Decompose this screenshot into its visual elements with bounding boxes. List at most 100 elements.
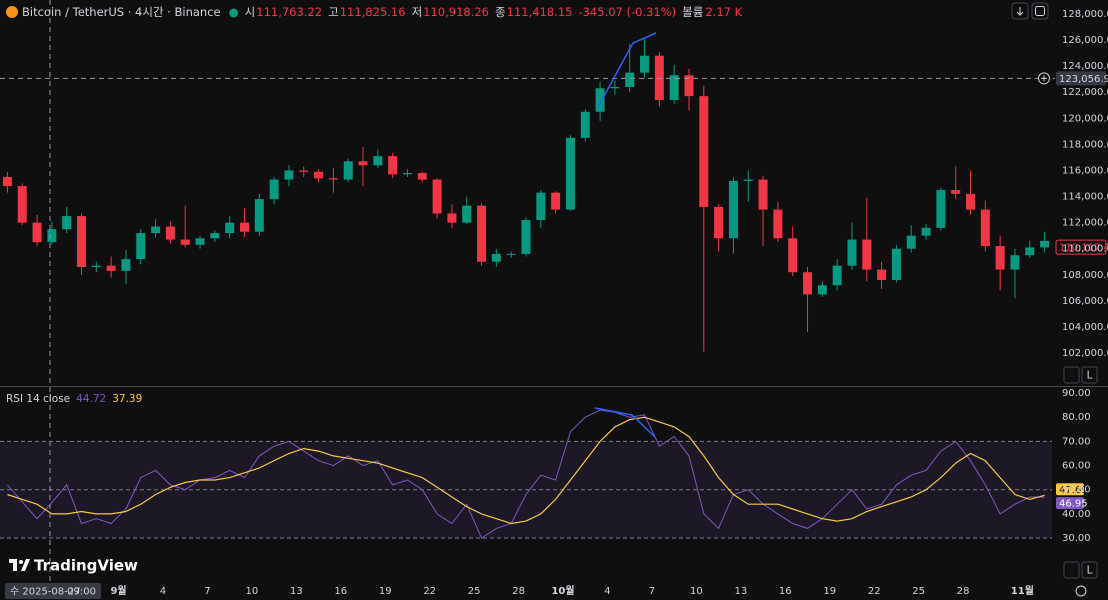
logo-text: TradingView: [34, 557, 138, 575]
candle-body: [121, 259, 131, 271]
last-price-label: 110,117.48: [1059, 243, 1108, 254]
add-alert-icon: [1041, 75, 1047, 82]
x-tick-label: 4: [160, 586, 166, 597]
candles-layer: [2, 37, 1050, 352]
x-tick-label: 16: [779, 586, 792, 597]
market-status: ●: [229, 5, 239, 19]
candle-body: [17, 186, 27, 223]
candle-body: [699, 96, 709, 207]
logo: TradingView: [9, 557, 138, 575]
auto-button[interactable]: [1063, 561, 1080, 579]
rsi-tick-label: 80.00: [1062, 412, 1091, 423]
candle-body: [521, 220, 531, 254]
ohlc-value: 110,918.26: [423, 5, 489, 19]
candle-body: [803, 272, 813, 295]
candle-body: [980, 209, 990, 247]
candle-body: [462, 205, 472, 223]
rsi-line: [7, 409, 1045, 539]
candle-body: [225, 222, 235, 234]
candle-body: [432, 179, 442, 214]
y-tick-label: 120,000.00: [1062, 113, 1108, 124]
candle-body: [669, 75, 679, 101]
rsi-tick-label: 70.00: [1062, 436, 1091, 447]
candle-body: [151, 226, 161, 234]
candle-body: [62, 216, 72, 230]
rsi-ma-legend-value: 37.39: [112, 393, 142, 405]
x-tick-label: 13: [734, 586, 747, 597]
x-tick-label: 7: [649, 586, 655, 597]
x-tick-label: 10: [246, 586, 259, 597]
download-icon: [1016, 7, 1024, 16]
x-tick-label: 10: [690, 586, 703, 597]
candle-body: [1025, 247, 1035, 256]
change-value: -345.07 (-0.31%): [578, 5, 676, 19]
candle-body: [373, 156, 383, 166]
candle-body: [862, 239, 872, 270]
candle-body: [580, 111, 590, 138]
x-tick-label: 19: [379, 586, 392, 597]
x-tick-label: 10월: [551, 585, 574, 597]
rsi-legend-value: 44.72: [76, 393, 106, 405]
rsi-title: RSI 14 close: [6, 393, 70, 405]
chart-title: Bitcoin / TetherUS · 4시간 · Binance: [22, 5, 221, 19]
x-tick-label: 9월: [110, 585, 126, 597]
rsi-tick-label: 60.00: [1062, 461, 1091, 472]
volume-value: 2.17 K: [705, 5, 742, 19]
last-value-box: [1056, 483, 1084, 496]
y-tick-label: 104,000.00: [1062, 322, 1108, 333]
y-tick-label: 116,000.00: [1062, 165, 1108, 176]
y-tick-label: 118,000.00: [1062, 139, 1108, 150]
candle-body: [195, 238, 205, 245]
y-tick-label: 126,000.00: [1062, 35, 1108, 46]
crosshair-time-label: 09:00: [67, 587, 96, 598]
last-value-box: [1056, 497, 1084, 510]
ohlc-label: 시: [245, 5, 256, 19]
ohlc-label: 저: [412, 5, 423, 19]
candle-body: [847, 239, 857, 266]
candle-body: [314, 171, 324, 179]
candle-body: [32, 222, 42, 243]
candle-body: [654, 55, 664, 101]
fullscreen-button[interactable]: [1031, 2, 1049, 20]
logo-mark: [13, 559, 17, 571]
log-button[interactable]: [1081, 366, 1098, 384]
candle-body: [491, 253, 501, 262]
x-tick-label: 7: [204, 586, 210, 597]
candle-body: [417, 173, 427, 180]
ohlc-label: 고: [328, 5, 339, 19]
fullscreen-icon: [1035, 6, 1045, 16]
settings-icon[interactable]: [1075, 585, 1087, 597]
candle-body: [640, 55, 650, 73]
log-button[interactable]: [1081, 561, 1098, 579]
ohlc-value: 111,763.22: [256, 5, 322, 19]
candle-body: [788, 238, 798, 273]
candle-body: [91, 265, 101, 267]
x-tick-label: 25: [912, 586, 925, 597]
candle-body: [299, 170, 309, 172]
candle-body: [714, 206, 724, 239]
y-tick-label: 128,000.00: [1062, 9, 1108, 20]
candle-body: [402, 173, 412, 175]
x-tick-label: 22: [423, 586, 436, 597]
y-tick-label: 112,000.00: [1062, 218, 1108, 229]
candle-body: [447, 213, 457, 223]
candle-body: [358, 161, 368, 166]
candle-body: [506, 253, 516, 255]
candle-body: [906, 235, 916, 249]
last-value-label: 47.69: [1059, 485, 1088, 496]
candle-body: [832, 265, 842, 286]
auto-button[interactable]: [1063, 366, 1080, 384]
log-button-label: L: [1087, 370, 1093, 382]
log-button-label: L: [1087, 565, 1093, 577]
crosshair-date-label: 수 2025-08-27: [10, 586, 81, 598]
rsi-tick-label: 40.00: [1062, 509, 1091, 520]
candle-body: [1010, 255, 1020, 270]
x-tick-label: 13: [290, 586, 303, 597]
candle-body: [2, 176, 12, 187]
auto-button-label: A: [1068, 565, 1076, 577]
x-tick-label: 19: [823, 586, 836, 597]
download-button[interactable]: [1011, 2, 1029, 20]
